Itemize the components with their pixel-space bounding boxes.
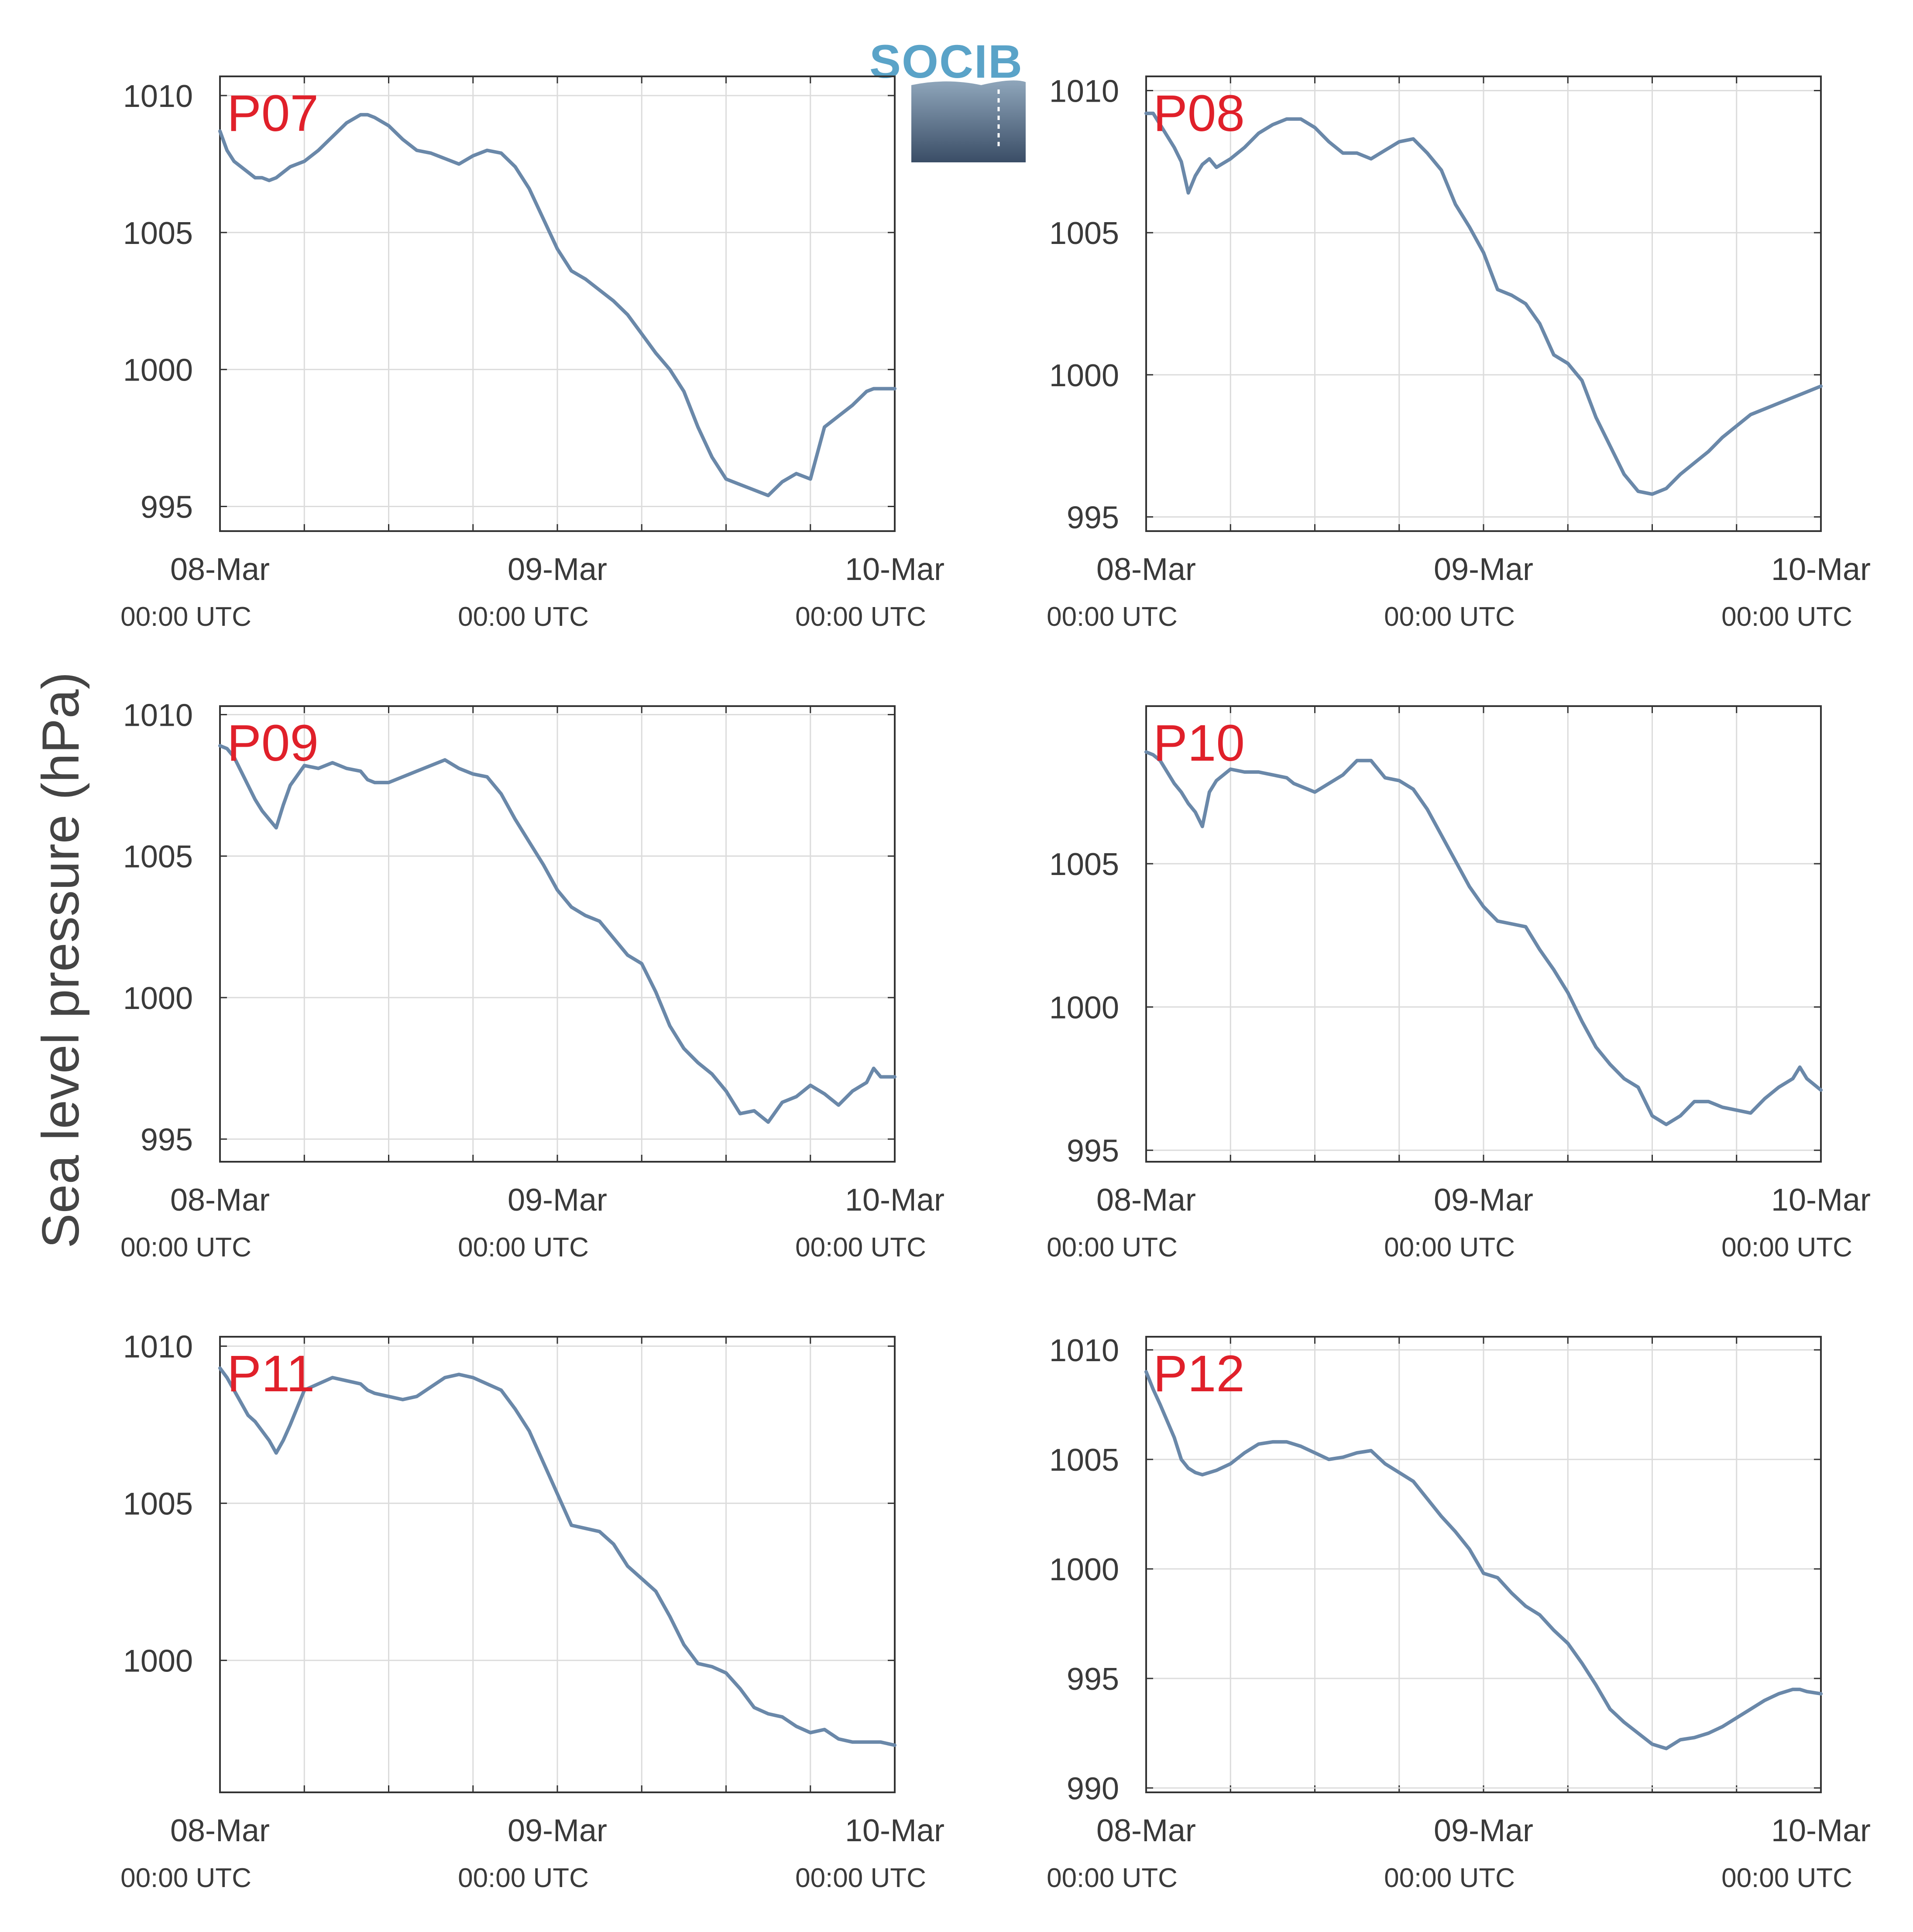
y-tick-label: 995 bbox=[1067, 1662, 1119, 1697]
series-line bbox=[1144, 111, 1823, 496]
panel-label: P09 bbox=[227, 714, 319, 772]
y-tick-label: 1005 bbox=[123, 840, 193, 875]
panel-label: P10 bbox=[1153, 714, 1245, 772]
x-tick-label: 10-Mar bbox=[1771, 1813, 1871, 1848]
y-tick-label: 1000 bbox=[1049, 990, 1119, 1025]
x-tick-sublabel: 00:00 UTC bbox=[458, 602, 589, 632]
y-tick-label: 1005 bbox=[1049, 216, 1119, 251]
y-tick-label: 1005 bbox=[123, 216, 193, 251]
x-tick-label: 10-Mar bbox=[1771, 552, 1871, 587]
plot-frame bbox=[219, 1336, 896, 1793]
x-tick-label: 08-Mar bbox=[1096, 1183, 1196, 1218]
x-tick-label: 09-Mar bbox=[508, 1183, 607, 1218]
x-tick-sublabel: 00:00 UTC bbox=[120, 1232, 251, 1263]
panel-p10: 995 1000 1005 P10 08-Mar 00:00 UTC 09-Mar 00:00… bbox=[1047, 705, 1871, 1263]
x-tick-sublabel: 00:00 UTC bbox=[1384, 1232, 1515, 1263]
x-tick-sublabel: 00:00 UTC bbox=[1047, 602, 1178, 632]
panel-p08: 995 1000 1005 1010 P08 08-Mar 00:00 UTC 09-Mar 0… bbox=[1047, 74, 1871, 632]
socib-logo: SOCIB bbox=[869, 35, 1026, 162]
x-tick-label: 10-Mar bbox=[845, 552, 944, 587]
x-tick-label: 08-Mar bbox=[170, 1813, 270, 1848]
plot-frame bbox=[1145, 75, 1822, 532]
panel-label: P11 bbox=[227, 1345, 315, 1403]
series-line bbox=[218, 1366, 896, 1747]
x-tick-label: 08-Mar bbox=[170, 1183, 270, 1218]
logo-text: SOCIB bbox=[869, 35, 1023, 88]
panels: 995 1000 1005 1010 P07 08-Mar 00:00 UTC 09-Mar 0… bbox=[120, 74, 1871, 1893]
x-tick-sublabel: 00:00 UTC bbox=[1384, 1863, 1515, 1893]
y-tick-label: 1000 bbox=[123, 353, 193, 388]
y-tick-label: 990 bbox=[1067, 1771, 1119, 1806]
y-tick-label: 1000 bbox=[123, 1644, 193, 1679]
panel-p09: 995 1000 1005 1010 P09 08-Mar 00:00 UTC 09-Mar 0… bbox=[120, 698, 944, 1263]
logo-water bbox=[911, 80, 1026, 162]
x-tick-sublabel: 00:00 UTC bbox=[1721, 1863, 1852, 1893]
x-tick-sublabel: 00:00 UTC bbox=[795, 1863, 926, 1893]
x-tick-label: 09-Mar bbox=[1434, 1183, 1533, 1218]
y-tick-label: 995 bbox=[1067, 500, 1119, 535]
plot-frame bbox=[1145, 1336, 1822, 1793]
x-tick-label: 08-Mar bbox=[1096, 552, 1196, 587]
x-tick-label: 09-Mar bbox=[508, 552, 607, 587]
y-tick-label: 1000 bbox=[123, 981, 193, 1016]
x-tick-label: 09-Mar bbox=[1434, 1813, 1533, 1848]
panel-p12: 990 995 1000 1005 1010 P12 08-Mar 00:00 UTC 09-M… bbox=[1047, 1333, 1871, 1893]
x-tick-label: 09-Mar bbox=[508, 1813, 607, 1848]
y-tick-label: 995 bbox=[141, 1122, 193, 1157]
y-tick-label: 1010 bbox=[1049, 74, 1119, 109]
y-axis-label: Sea level pressure (hPa) bbox=[31, 672, 90, 1249]
panel-label: P08 bbox=[1153, 85, 1245, 142]
x-tick-sublabel: 00:00 UTC bbox=[1047, 1863, 1178, 1893]
y-tick-label: 1005 bbox=[123, 1487, 193, 1522]
x-tick-sublabel: 00:00 UTC bbox=[795, 1232, 926, 1263]
series-line bbox=[1144, 1370, 1823, 1750]
x-tick-sublabel: 00:00 UTC bbox=[1047, 1232, 1178, 1263]
series-line bbox=[1144, 750, 1823, 1126]
series-line bbox=[218, 744, 896, 1124]
plot-frame bbox=[1145, 705, 1822, 1163]
plot-frame bbox=[219, 705, 896, 1163]
y-tick-label: 1010 bbox=[1049, 1333, 1119, 1368]
y-tick-label: 1005 bbox=[1049, 1443, 1119, 1478]
x-tick-sublabel: 00:00 UTC bbox=[795, 602, 926, 632]
x-tick-label: 09-Mar bbox=[1434, 552, 1533, 587]
panel-label: P07 bbox=[227, 85, 319, 142]
panel-p07: 995 1000 1005 1010 P07 08-Mar 00:00 UTC 09-Mar 0… bbox=[120, 75, 944, 632]
x-tick-label: 08-Mar bbox=[170, 552, 270, 587]
x-tick-label: 08-Mar bbox=[1096, 1813, 1196, 1848]
y-tick-label: 995 bbox=[141, 490, 193, 525]
x-tick-label: 10-Mar bbox=[845, 1813, 944, 1848]
x-tick-label: 10-Mar bbox=[845, 1183, 944, 1218]
x-tick-sublabel: 00:00 UTC bbox=[1721, 1232, 1852, 1263]
x-tick-sublabel: 00:00 UTC bbox=[120, 602, 251, 632]
x-tick-sublabel: 00:00 UTC bbox=[1384, 602, 1515, 632]
x-tick-sublabel: 00:00 UTC bbox=[458, 1863, 589, 1893]
panel-p11: 1000 1005 1010 P11 08-Mar 00:00 UTC 09-Mar 00:0… bbox=[120, 1330, 944, 1893]
panel-label: P12 bbox=[1153, 1345, 1245, 1403]
x-tick-sublabel: 00:00 UTC bbox=[458, 1232, 589, 1263]
x-tick-sublabel: 00:00 UTC bbox=[1721, 602, 1852, 632]
y-tick-label: 1005 bbox=[1049, 847, 1119, 882]
y-tick-label: 1000 bbox=[1049, 358, 1119, 393]
y-tick-label: 995 bbox=[1067, 1134, 1119, 1169]
y-tick-label: 1010 bbox=[123, 79, 193, 114]
x-tick-label: 10-Mar bbox=[1771, 1183, 1871, 1218]
y-tick-label: 1010 bbox=[123, 1330, 193, 1365]
plot-frame bbox=[219, 75, 896, 532]
series-line bbox=[218, 113, 896, 498]
y-tick-label: 1010 bbox=[123, 698, 193, 733]
y-tick-label: 1000 bbox=[1049, 1552, 1119, 1587]
x-tick-sublabel: 00:00 UTC bbox=[120, 1863, 251, 1893]
